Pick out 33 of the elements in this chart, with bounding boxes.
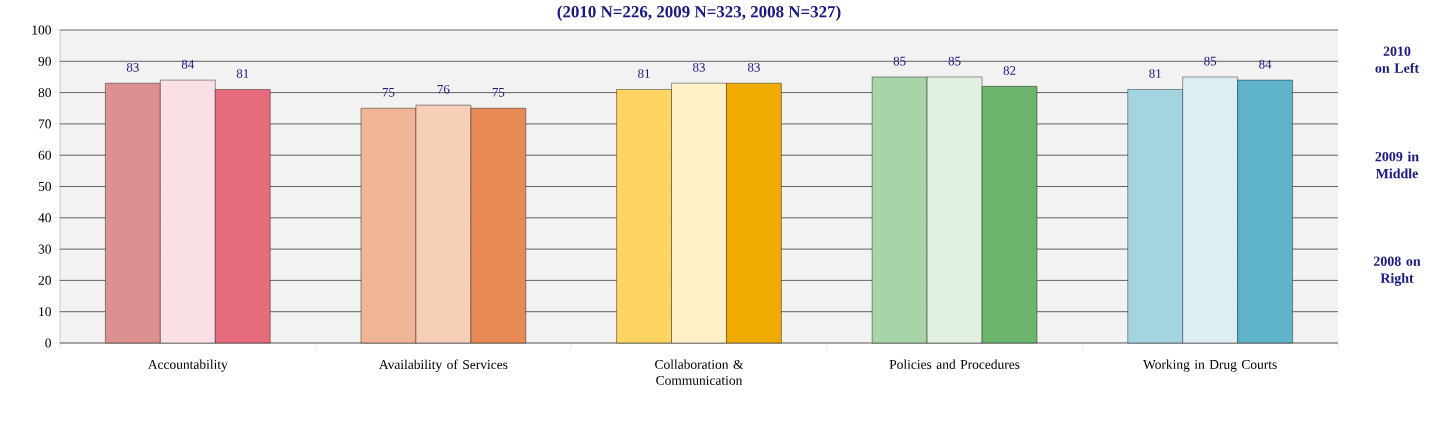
data-label: 84 (181, 59, 195, 69)
x-tick-label: Availability of Services (379, 359, 508, 372)
text: 2009 in Middle (1375, 151, 1419, 179)
y-tick-label: 0 (45, 338, 51, 348)
y-tick-label: 80 (38, 88, 51, 98)
y-tick-label: 60 (38, 150, 51, 160)
y-tick-label: 20 (38, 275, 51, 285)
chart-title: (2010 N=226, 2009 N=323, 2008 N=327) (557, 5, 841, 21)
y-tick-label: 70 (38, 119, 51, 129)
data-label: 81 (1149, 69, 1161, 78)
data-label: 76 (437, 84, 450, 94)
data-label: 85 (948, 56, 961, 66)
text: 2008 on Right (1373, 256, 1421, 286)
data-label: 83 (747, 62, 760, 72)
text: 2010 on Left (1375, 46, 1420, 73)
y-tick-label: 50 (38, 181, 51, 192)
data-label: 81 (638, 69, 650, 78)
x-tick-label: Policies and Procedures (889, 359, 1020, 369)
data-label: 81 (236, 69, 249, 78)
y-tick-label: 100 (32, 25, 51, 35)
data-label: 83 (126, 62, 139, 72)
y-tick-label: 10 (39, 307, 51, 317)
x-tick-label: Collaboration & Communication (655, 359, 744, 385)
y-tick-label: 30 (38, 244, 51, 254)
y-tick-label: 40 (38, 213, 51, 223)
y-tick-label: 90 (38, 56, 51, 66)
data-label: 85 (1204, 56, 1217, 66)
data-label: 82 (1003, 66, 1016, 75)
x-tick-label: Working in Drug Courts (1143, 359, 1277, 372)
data-label: 84 (1259, 59, 1272, 69)
data-label: 85 (893, 56, 906, 66)
x-tick-label: Accountability (147, 359, 228, 372)
data-label: 83 (693, 62, 705, 72)
